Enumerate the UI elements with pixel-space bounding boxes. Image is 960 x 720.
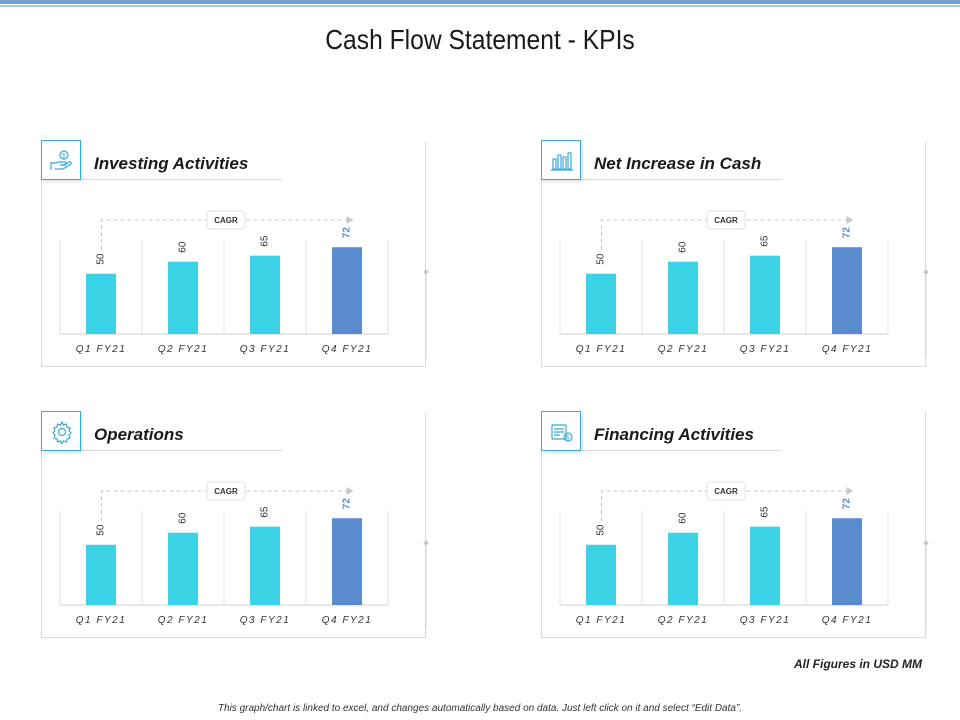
bar-value-label: 50 xyxy=(96,524,107,536)
bar-value-label: 50 xyxy=(96,253,107,265)
panel-financing-activities: $ Financing Activities CAGR 50 Q1 FY21 60 Q2… xyxy=(541,411,929,638)
cagr-badge xyxy=(206,210,246,230)
top-accent-bar-thin xyxy=(0,5,960,7)
bar-value-label: 65 xyxy=(760,506,771,518)
bar xyxy=(832,518,862,605)
category-tick-label: Q3 FY21 xyxy=(740,344,791,355)
bar-value-label: 72 xyxy=(842,498,853,510)
figures-unit-note: All Figures in USD MM xyxy=(793,657,922,671)
bar-value-label: 72 xyxy=(842,227,853,239)
panel-icon-box: $ xyxy=(41,140,81,180)
bar-value-label: 72 xyxy=(342,227,353,239)
cagr-arrow-head xyxy=(846,216,854,224)
divider-diamond-marker xyxy=(423,540,429,546)
chart-net-increase-in-cash: CAGR 50 Q1 FY21 60 Q2 FY21 65 Q3 FY21 72 Q4 FY21 xyxy=(559,210,929,357)
bar-value-label: 65 xyxy=(260,506,271,518)
bar xyxy=(86,544,116,605)
panel-title-underline xyxy=(82,450,282,451)
bar-value-label: 72 xyxy=(342,498,353,510)
bar-value-label: 50 xyxy=(596,253,607,265)
category-tick-label: Q4 FY21 xyxy=(322,615,373,626)
page-title: Cash Flow Statement - KPIs xyxy=(325,24,635,55)
cagr-label: CAGR xyxy=(714,487,738,496)
category-tick-label: Q3 FY21 xyxy=(240,344,291,355)
panel-title: Operations xyxy=(94,425,184,444)
cagr-label: CAGR xyxy=(214,487,238,496)
cagr-badge xyxy=(706,210,746,230)
category-tick-label: Q4 FY21 xyxy=(322,344,373,355)
panel-title-underline xyxy=(582,450,782,451)
cagr-arrow-head xyxy=(346,216,354,224)
panel-net-increase-in-cash: Net Increase in Cash CAGR 50 Q1 FY21 60 Q2 F… xyxy=(541,140,929,367)
bar xyxy=(586,544,616,605)
cagr-arrow-line xyxy=(101,219,348,250)
panel-investing-activities: $ Investing Activities CAGR 50 Q1 FY21 60 Q2… xyxy=(41,140,429,367)
bar xyxy=(86,273,116,334)
bar xyxy=(250,526,280,605)
bar xyxy=(668,261,698,334)
category-tick-label: Q2 FY21 xyxy=(658,344,709,355)
chart-investing-activities: CAGR 50 Q1 FY21 60 Q2 FY21 65 Q3 FY21 72 Q4 FY21 xyxy=(59,210,429,357)
bar xyxy=(832,247,862,334)
cagr-arrow-line xyxy=(101,490,348,521)
bar-value-label: 50 xyxy=(596,524,607,536)
bar xyxy=(668,532,698,605)
panel-icon-box: $ xyxy=(541,411,581,451)
bar-value-label: 65 xyxy=(760,235,771,247)
panel-operations: Operations CAGR 50 Q1 FY21 60 Q2 FY21 65 Q3 FY… xyxy=(41,411,429,638)
bar xyxy=(750,526,780,605)
category-tick-label: Q4 FY21 xyxy=(822,344,873,355)
category-tick-label: Q2 FY21 xyxy=(158,344,209,355)
category-tick-label: Q3 FY21 xyxy=(740,615,791,626)
chart-financing-activities: CAGR 50 Q1 FY21 60 Q2 FY21 65 Q3 FY21 72 Q4 FY21 xyxy=(559,481,929,628)
top-accent-bar xyxy=(0,0,960,4)
panel-title: Financing Activities xyxy=(594,425,754,444)
divider-diamond-marker xyxy=(923,269,929,275)
category-tick-label: Q2 FY21 xyxy=(658,615,709,626)
panel-title-underline xyxy=(82,179,282,180)
bar xyxy=(332,247,362,334)
panel-icon-box xyxy=(41,411,81,451)
bar xyxy=(586,273,616,334)
bar-value-label: 65 xyxy=(260,235,271,247)
bar-value-label: 60 xyxy=(678,512,689,524)
category-tick-label: Q1 FY21 xyxy=(76,615,127,626)
bar xyxy=(750,255,780,334)
divider-diamond-marker xyxy=(423,269,429,275)
divider-diamond-marker xyxy=(923,540,929,546)
cagr-label: CAGR xyxy=(714,216,738,225)
cagr-arrow-line xyxy=(601,490,848,521)
cagr-label: CAGR xyxy=(214,216,238,225)
category-tick-label: Q4 FY21 xyxy=(822,615,873,626)
bar-value-label: 60 xyxy=(178,512,189,524)
cagr-badge xyxy=(706,481,746,501)
svg-text:$: $ xyxy=(566,435,570,441)
category-tick-label: Q1 FY21 xyxy=(576,615,627,626)
category-tick-label: Q1 FY21 xyxy=(76,344,127,355)
chart-operations: CAGR 50 Q1 FY21 60 Q2 FY21 65 Q3 FY21 72 Q4 FY21 xyxy=(59,481,429,628)
cagr-badge xyxy=(206,481,246,501)
bar xyxy=(332,518,362,605)
category-tick-label: Q3 FY21 xyxy=(240,615,291,626)
bar xyxy=(250,255,280,334)
panel-title: Investing Activities xyxy=(94,154,249,173)
bar-value-label: 60 xyxy=(178,241,189,253)
category-tick-label: Q2 FY21 xyxy=(158,615,209,626)
panel-title-underline xyxy=(582,179,782,180)
bar xyxy=(168,532,198,605)
cagr-arrow-line xyxy=(601,219,848,250)
bar xyxy=(168,261,198,334)
excel-disclaimer: This graph/chart is linked to excel, and… xyxy=(217,703,743,714)
cagr-arrow-head xyxy=(346,487,354,495)
cagr-arrow-head xyxy=(846,487,854,495)
category-tick-label: Q1 FY21 xyxy=(576,344,627,355)
panel-icon-box xyxy=(541,140,581,180)
svg-text:$: $ xyxy=(62,153,66,159)
panel-title: Net Increase in Cash xyxy=(594,154,762,173)
bar-value-label: 60 xyxy=(678,241,689,253)
